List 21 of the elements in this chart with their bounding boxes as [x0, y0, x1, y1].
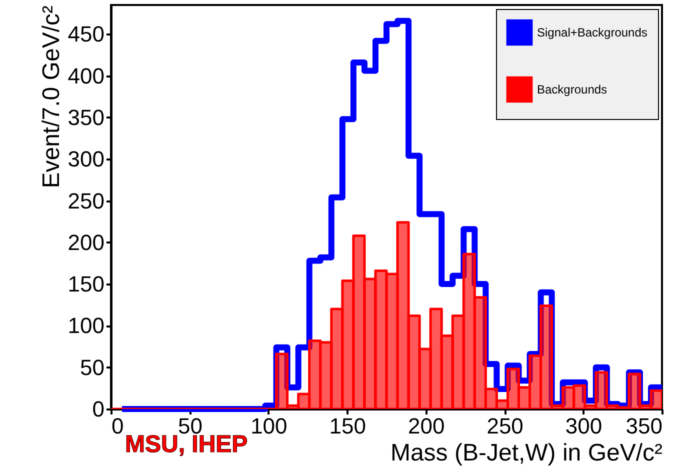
x-tick-label: 0: [112, 414, 124, 438]
y-tick-label: 250: [68, 188, 104, 214]
y-tick-label: 450: [68, 22, 104, 47]
y-tick-label: 350: [68, 104, 104, 130]
y-tick-label: 300: [68, 146, 104, 172]
y-tick-label: 400: [68, 63, 104, 88]
x-tick-label: 250: [486, 414, 524, 438]
x-tick-label: 350: [626, 414, 662, 438]
x-tick-label: 300: [565, 414, 602, 438]
y-axis-title: Event/7.0 GeV/c²: [38, 6, 65, 188]
x-axis-title: Mass (B-Jet,W) in GeV/c²: [390, 440, 663, 466]
y-tick-label: 0: [92, 396, 104, 422]
x-tick-label: 200: [408, 414, 445, 438]
legend-label: Backgrounds: [537, 82, 608, 96]
legend-label: Signal+Backgrounds: [537, 26, 648, 40]
y-tick-label: 100: [68, 313, 104, 338]
y-tick-label: 150: [68, 272, 104, 297]
x-tick-label: 150: [329, 414, 366, 438]
x-tick-label: 100: [250, 414, 288, 438]
y-tick-label: 50: [80, 354, 104, 380]
y-tick-label: 200: [68, 230, 104, 255]
